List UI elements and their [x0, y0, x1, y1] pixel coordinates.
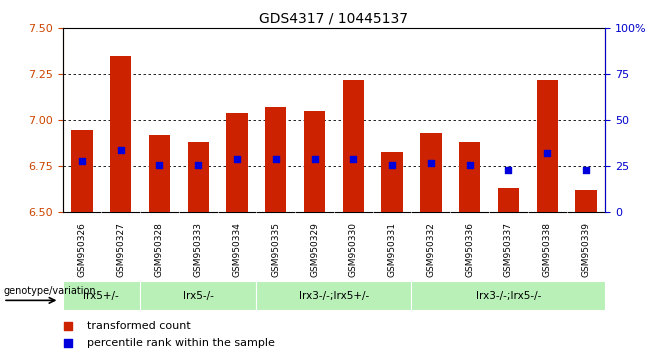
Bar	[110, 56, 132, 212]
Text: GSM950336: GSM950336	[465, 223, 474, 278]
Text: lrx3-/-;lrx5+/-: lrx3-/-;lrx5+/-	[299, 291, 369, 301]
Point	[115, 147, 126, 153]
Text: GSM950331: GSM950331	[388, 223, 397, 278]
Text: GSM950338: GSM950338	[543, 223, 551, 278]
Bar	[459, 142, 480, 212]
Text: transformed count: transformed count	[87, 321, 191, 331]
Point	[63, 341, 73, 346]
Text: GSM950327: GSM950327	[116, 223, 125, 278]
Point	[387, 162, 397, 167]
Point	[76, 158, 87, 164]
Point	[503, 167, 514, 173]
Bar	[536, 80, 558, 212]
FancyBboxPatch shape	[140, 281, 257, 310]
Point	[309, 156, 320, 162]
Title: GDS4317 / 10445137: GDS4317 / 10445137	[259, 12, 409, 26]
Text: GSM950337: GSM950337	[504, 223, 513, 278]
Point	[348, 156, 359, 162]
Bar	[420, 133, 442, 212]
Text: GSM950333: GSM950333	[193, 223, 203, 278]
Point	[426, 160, 436, 166]
Point	[542, 151, 553, 156]
FancyBboxPatch shape	[63, 281, 140, 310]
Bar	[71, 130, 93, 212]
Text: lrx5+/-: lrx5+/-	[84, 291, 119, 301]
Point	[63, 323, 73, 329]
Bar	[149, 135, 170, 212]
Bar	[226, 113, 247, 212]
Text: percentile rank within the sample: percentile rank within the sample	[87, 338, 275, 348]
Point	[232, 156, 242, 162]
FancyBboxPatch shape	[257, 281, 411, 310]
Text: GSM950328: GSM950328	[155, 223, 164, 278]
Point	[581, 167, 592, 173]
FancyBboxPatch shape	[411, 281, 605, 310]
Point	[154, 162, 164, 167]
Text: genotype/variation: genotype/variation	[3, 286, 96, 296]
Bar	[304, 111, 325, 212]
Bar	[188, 142, 209, 212]
Text: GSM950329: GSM950329	[310, 223, 319, 278]
Bar	[343, 80, 364, 212]
Text: GSM950332: GSM950332	[426, 223, 436, 278]
Bar	[265, 108, 286, 212]
Text: GSM950335: GSM950335	[271, 223, 280, 278]
Point	[270, 156, 281, 162]
Text: GSM950339: GSM950339	[582, 223, 590, 278]
Bar	[575, 190, 597, 212]
Text: GSM950334: GSM950334	[232, 223, 241, 278]
Text: GSM950326: GSM950326	[78, 223, 86, 278]
Point	[193, 162, 203, 167]
Text: GSM950330: GSM950330	[349, 223, 358, 278]
Text: lrx3-/-;lrx5-/-: lrx3-/-;lrx5-/-	[476, 291, 541, 301]
Bar	[382, 152, 403, 212]
Bar	[497, 188, 519, 212]
Point	[465, 162, 475, 167]
Text: lrx5-/-: lrx5-/-	[183, 291, 214, 301]
